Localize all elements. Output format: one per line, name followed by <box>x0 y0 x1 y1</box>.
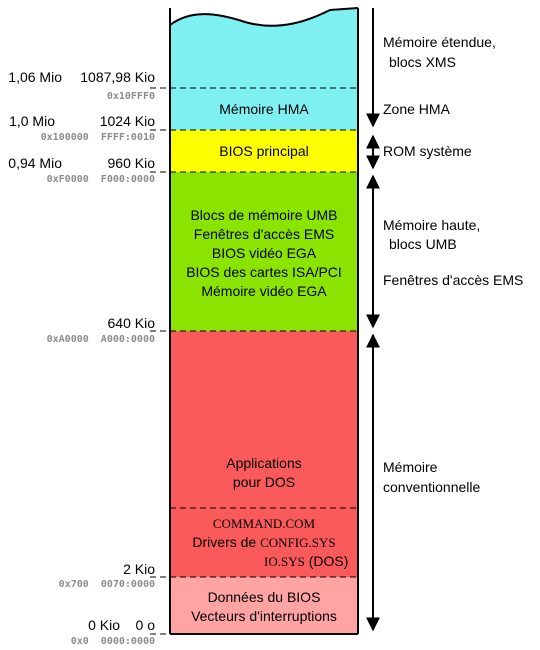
addr-0-hex: 0x0 0000:0000 <box>71 636 155 647</box>
range-xms-line-2: blocs XMS <box>389 54 456 70</box>
bios-label: BIOS principal <box>219 143 308 159</box>
addr-640-hex: 0xA0000 A000:0000 <box>47 334 155 345</box>
range-haute-line-1: Mémoire haute, <box>383 217 480 233</box>
addr-960-hex: 0xF0000 F000:0000 <box>47 174 155 185</box>
drivers-label: Drivers de CONFIG.SYS <box>192 534 335 550</box>
umb-line-1: Blocs de mémoire UMB <box>190 207 337 223</box>
addr-1087-hex: 0x10FFF0 <box>107 91 155 102</box>
conventional-block <box>170 331 358 577</box>
bios-data-line-1: Données du BIOS <box>208 589 321 605</box>
range-hma: Zone HMA <box>383 101 451 117</box>
hma-label: Mémoire HMA <box>219 101 309 117</box>
addr-1087-kio: 1087,98 Kio <box>80 69 155 85</box>
addr-960-kio: 960 Kio <box>108 155 156 171</box>
umb-block <box>170 172 358 331</box>
xms-block <box>170 8 358 130</box>
addr-0-o: 0 o <box>136 617 156 633</box>
umb-line-2: Fenêtres d'accès EMS <box>194 226 334 242</box>
umb-line-5: Mémoire vidéo EGA <box>201 283 327 299</box>
range-ems: Fenêtres d'accès EMS <box>383 272 523 288</box>
range-rom: ROM système <box>383 143 472 159</box>
bios-data-line-2: Vecteurs d'interruptions <box>191 608 337 624</box>
command-com-label: COMMAND.COM <box>213 516 316 531</box>
separators <box>150 87 358 635</box>
address-labels: 1,06 Mio 1087,98 Kio 0x10FFF0 1,0 Mio 10… <box>8 69 155 647</box>
addr-640-kio: 640 Kio <box>108 315 156 331</box>
umb-line-3: BIOS vidéo EGA <box>212 245 317 261</box>
apps-line-2: pour DOS <box>233 474 295 490</box>
iosys-file: IO.SYS <box>264 554 305 569</box>
addr-960-mio: 0,94 Mio <box>8 155 62 171</box>
range-conv-line-2: conventionnelle <box>383 479 481 495</box>
addr-1024-kio: 1024 Kio <box>100 113 155 129</box>
addr-0-kio: 0 Kio <box>88 617 120 633</box>
config-sys-label: CONFIG.SYS <box>260 535 336 550</box>
range-haute-line-2: blocs UMB <box>389 236 457 252</box>
apps-line-1: Applications <box>226 455 302 471</box>
top-wavy-border <box>169 7 359 27</box>
addr-1024-hex: 0x100000 FFFF:0010 <box>41 132 155 143</box>
addr-1024-mio: 1,0 Mio <box>9 113 55 129</box>
bios-data-block <box>170 577 358 634</box>
iosys-label: IO.SYS (DOS) <box>264 553 348 569</box>
umb-line-4: BIOS des cartes ISA/PCI <box>186 264 342 280</box>
range-xms-line-1: Mémoire étendue, <box>383 34 496 50</box>
addr-2k-kio: 2 Kio <box>123 561 155 577</box>
drivers-prefix: Drivers de <box>192 534 260 550</box>
range-conv-line-1: Mémoire <box>383 459 438 475</box>
addr-2k-hex: 0x700 0070:0000 <box>59 579 155 590</box>
addr-1087-mio: 1,06 Mio <box>8 69 62 85</box>
iosys-suffix: (DOS) <box>305 553 349 569</box>
bios-block <box>170 130 358 172</box>
